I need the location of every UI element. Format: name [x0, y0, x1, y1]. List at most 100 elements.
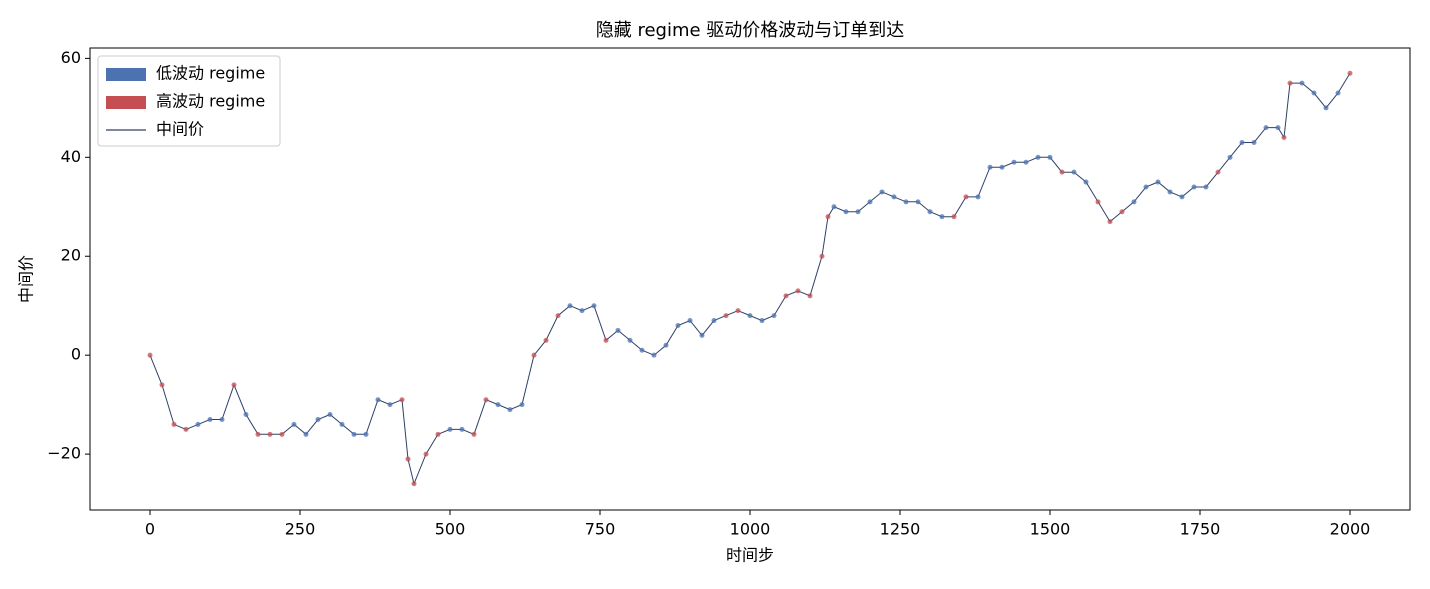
regime-point — [663, 342, 669, 348]
regime-point — [1311, 90, 1317, 96]
y-tick-label: 40 — [61, 147, 81, 166]
x-tick-label: 1000 — [730, 520, 771, 539]
x-tick-label: 250 — [285, 520, 316, 539]
regime-point — [675, 322, 681, 328]
regime-point — [399, 397, 405, 403]
regime-point — [339, 421, 345, 427]
legend-swatch — [106, 68, 146, 81]
chart-title: 隐藏 regime 驱动价格波动与订单到达 — [596, 20, 905, 41]
regime-point — [615, 327, 621, 333]
regime-point — [411, 481, 417, 487]
price-line — [149, 72, 1351, 486]
regime-point — [825, 214, 831, 220]
regime-point — [405, 456, 411, 462]
regime-point — [1299, 80, 1305, 86]
regime-point — [579, 308, 585, 314]
regime-point — [843, 209, 849, 215]
regime-point — [363, 431, 369, 437]
regime-point — [1275, 125, 1281, 131]
regime-point — [771, 313, 777, 319]
regime-point — [219, 416, 225, 422]
regime-point — [1011, 159, 1017, 165]
x-tick-label: 0 — [145, 520, 155, 539]
regime-point — [207, 416, 213, 422]
regime-point — [291, 421, 297, 427]
regime-point — [483, 397, 489, 403]
regime-point — [303, 431, 309, 437]
regime-point — [903, 199, 909, 205]
regime-point — [255, 431, 261, 437]
regime-point — [243, 412, 249, 418]
regime-point — [783, 293, 789, 299]
regime-point — [987, 164, 993, 170]
legend-label: 低波动 regime — [156, 64, 265, 83]
regime-point — [1107, 219, 1113, 225]
regime-point — [651, 352, 657, 358]
regime-point — [267, 431, 273, 437]
regime-point — [147, 352, 153, 358]
regime-point — [351, 431, 357, 437]
regime-point — [195, 421, 201, 427]
regime-point — [1095, 199, 1101, 205]
regime-point — [1215, 169, 1221, 175]
regime-point — [999, 164, 1005, 170]
x-tick-label: 500 — [435, 520, 466, 539]
regime-point — [279, 431, 285, 437]
regime-point — [423, 451, 429, 457]
regime-point — [687, 318, 693, 324]
regime-point — [447, 426, 453, 432]
plot-frame — [89, 47, 1411, 511]
regime-point — [759, 318, 765, 324]
regime-point — [171, 421, 177, 427]
regime-point — [639, 347, 645, 353]
regime-point — [1035, 154, 1041, 160]
regime-point — [1023, 159, 1029, 165]
regime-point — [1119, 209, 1125, 215]
regime-point — [1263, 125, 1269, 131]
regime-point — [1251, 139, 1257, 145]
regime-point — [1287, 80, 1293, 86]
regime-point — [1347, 70, 1353, 76]
regime-point — [315, 416, 321, 422]
regime-point — [555, 313, 561, 319]
regime-point — [435, 431, 441, 437]
regime-point — [603, 337, 609, 343]
regime-point — [1335, 90, 1341, 96]
regime-point — [927, 209, 933, 215]
regime-point — [1227, 154, 1233, 160]
regime-point — [1239, 139, 1245, 145]
x-tick-label: 2000 — [1330, 520, 1371, 539]
y-tick-label: 0 — [71, 345, 81, 364]
regime-point — [1281, 135, 1287, 141]
regime-point — [735, 308, 741, 314]
regime-point — [387, 402, 393, 408]
regime-point — [711, 318, 717, 324]
regime-point — [975, 194, 981, 200]
regime-point — [1071, 169, 1077, 175]
regime-point — [939, 214, 945, 220]
regime-point — [591, 303, 597, 309]
regime-point — [1131, 199, 1137, 205]
regime-point — [375, 397, 381, 403]
regime-point — [699, 332, 705, 338]
regime-point — [1203, 184, 1209, 190]
legend-label: 高波动 regime — [156, 92, 265, 111]
regime-point — [807, 293, 813, 299]
regime-point — [1323, 105, 1329, 111]
regime-point — [1167, 189, 1173, 195]
regime-point — [963, 194, 969, 200]
regime-point — [891, 194, 897, 200]
regime-point — [531, 352, 537, 358]
regime-point — [567, 303, 573, 309]
x-tick-label: 1500 — [1030, 520, 1071, 539]
regime-point — [627, 337, 633, 343]
x-axis-label: 时间步 — [726, 546, 774, 565]
y-tick-label: −20 — [47, 444, 81, 463]
regime-point — [747, 313, 753, 319]
regime-point — [915, 199, 921, 205]
x-tick-label: 1750 — [1180, 520, 1221, 539]
regime-point — [231, 382, 237, 388]
regime-point — [507, 407, 513, 413]
regime-point — [519, 402, 525, 408]
